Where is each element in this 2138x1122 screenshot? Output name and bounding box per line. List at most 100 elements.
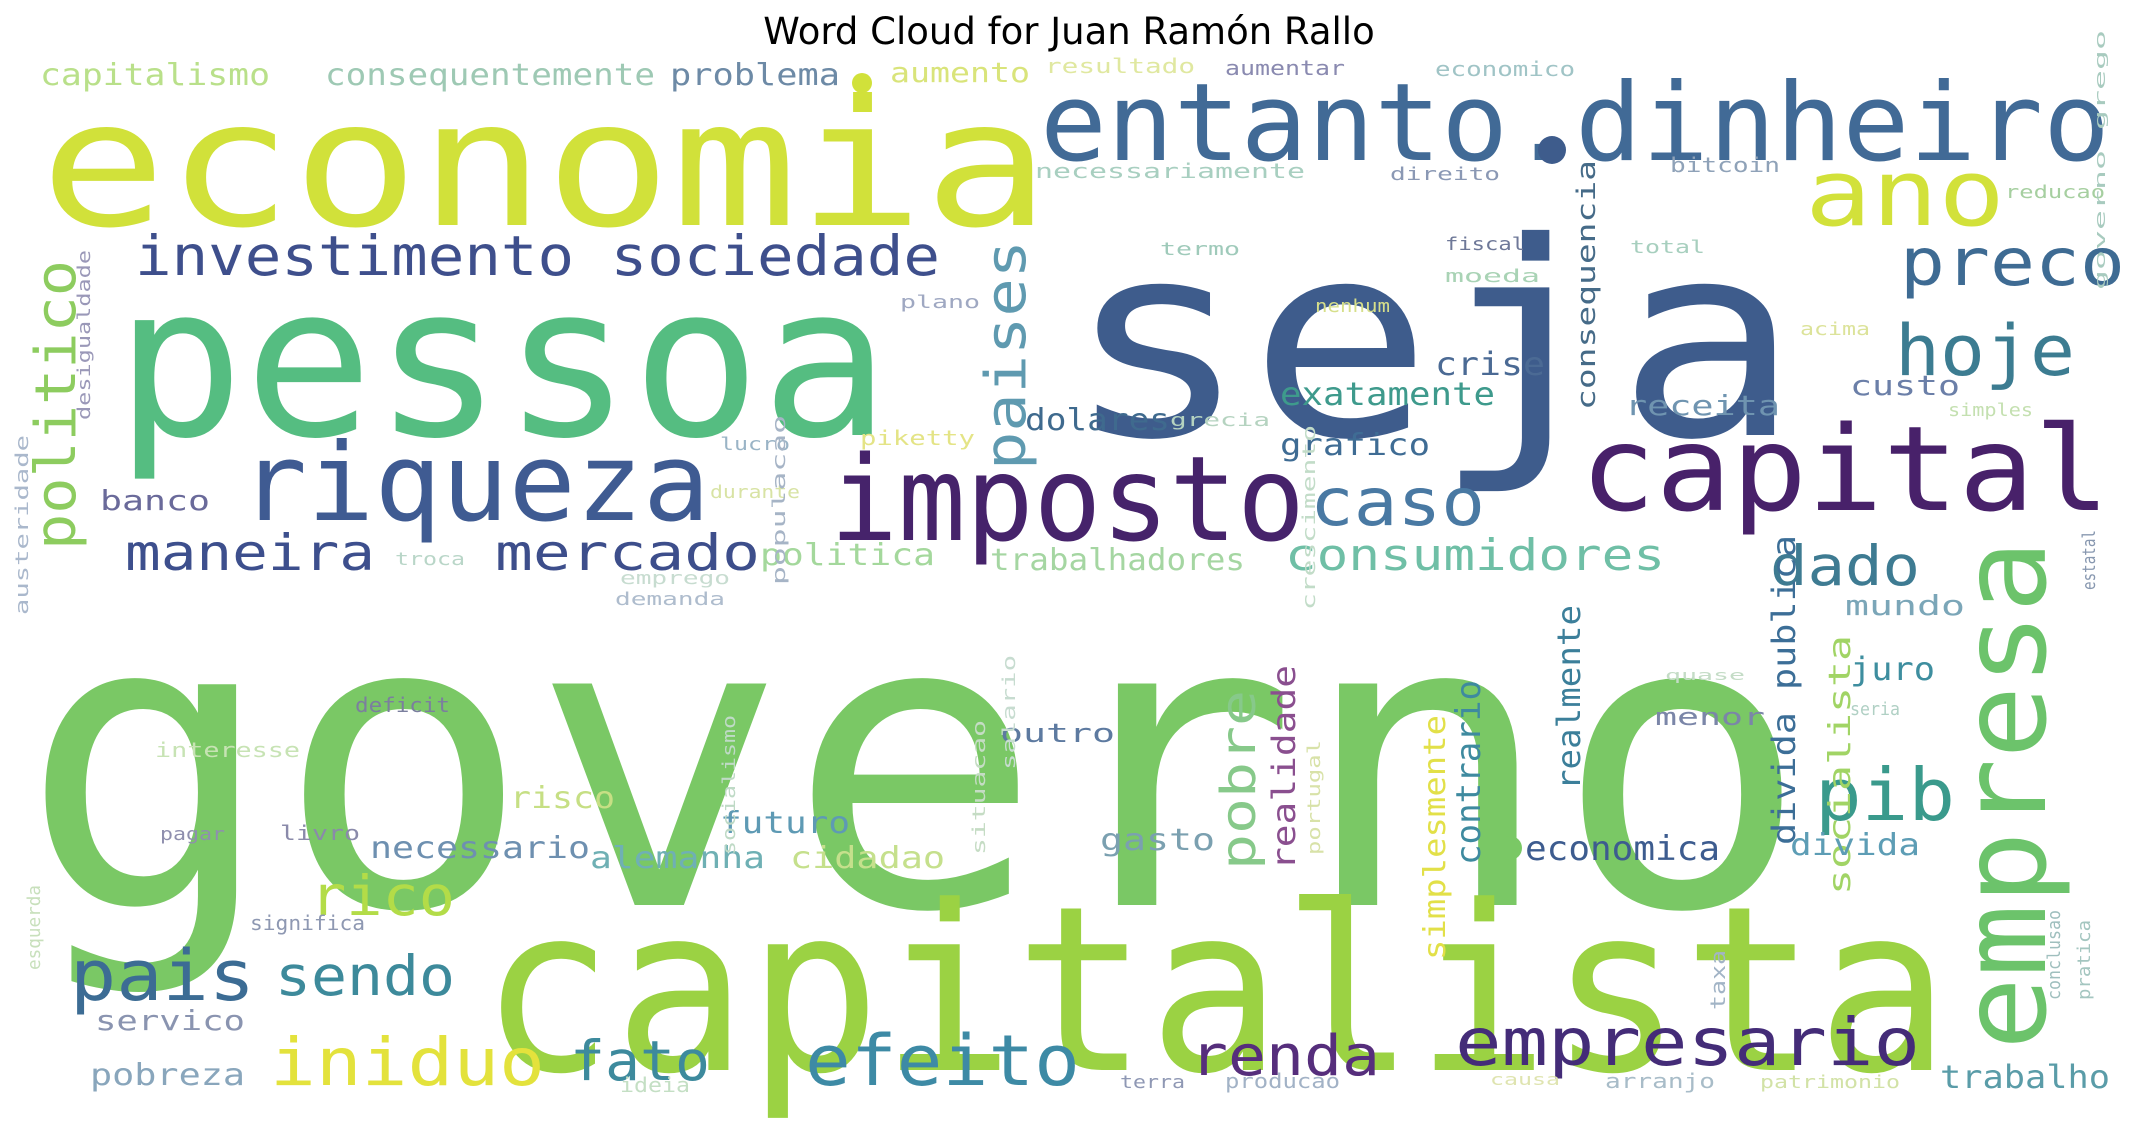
word-exatamente: exatamente	[1280, 375, 1495, 413]
word-deficit: deficit	[355, 693, 450, 717]
word-pib: pib	[1815, 753, 1955, 837]
dot-0	[852, 73, 872, 93]
word-crescimento: crescimento	[1299, 425, 1320, 610]
word-cidadao: cidadao	[790, 841, 945, 876]
word-outro: outro	[1000, 719, 1115, 749]
word-politica: politica	[760, 538, 935, 573]
word-aumento: aumento	[890, 56, 1030, 89]
dot-2	[1498, 836, 1522, 860]
word-capital: capital	[1580, 400, 2110, 538]
word-divida: divida	[1790, 828, 1920, 863]
word-rico: rico	[310, 864, 455, 928]
word-pobreza: pobreza	[90, 1058, 245, 1093]
word-terra: terra	[1120, 1072, 1185, 1093]
word-socialista: socialista	[1823, 635, 1858, 895]
word-risco: risco	[510, 781, 615, 816]
word-consequentemente: consequentemente	[325, 58, 655, 93]
word-banco: banco	[100, 484, 210, 517]
word-receita: receita	[1625, 389, 1780, 422]
word-durante: durante	[710, 482, 800, 503]
dot-1	[1538, 136, 1566, 164]
word-estatal: estatal	[2079, 530, 2100, 590]
word-causa: causa	[1490, 1070, 1560, 1089]
word-realmente: realmente	[1550, 605, 1588, 790]
word-servico: servico	[95, 1004, 245, 1037]
word-significa: significa	[250, 911, 365, 935]
word-dolares: dolares	[1025, 403, 1170, 438]
word-governo: governo	[20, 529, 1810, 1001]
word-governo-grego: governo grego	[2093, 30, 2109, 290]
word-mercado: mercado	[495, 524, 760, 582]
word-pais: pais	[70, 935, 255, 1017]
word-pobre: pobre	[1211, 690, 1267, 870]
word-empresario: empresario	[1455, 1004, 1920, 1081]
word-lucro: lucro	[720, 434, 790, 455]
word-contrario: contrario	[1449, 680, 1489, 865]
word-divida-publica: divida publica	[1765, 535, 1803, 845]
word-resultado: resultado	[1045, 54, 1195, 78]
word-taxa: taxa	[1706, 950, 1730, 1010]
word-economica: economica	[1525, 829, 1720, 869]
word-livro: livro	[280, 821, 360, 845]
word-bitcoin: bitcoin	[1670, 153, 1780, 177]
word-situacao: situacao	[969, 720, 990, 855]
word-iniduo: iniduo	[270, 1024, 545, 1101]
word-austeridade: austeridade	[12, 435, 33, 615]
word-empresa: empresa	[1935, 540, 2073, 1050]
word-alemanha: alemanha	[590, 841, 765, 876]
word-producao: producao	[1225, 1069, 1340, 1093]
word-renda: renda	[1190, 1024, 1380, 1089]
word-simplesmente: simplesmente	[1418, 715, 1453, 960]
word-patrimonio: patrimonio	[1760, 1072, 1900, 1093]
word-direito: direito	[1390, 164, 1500, 185]
word-seja: seja	[1065, 184, 1800, 499]
word-populacao: populacao	[769, 415, 790, 585]
word-consequencia: consequencia	[1572, 160, 1602, 410]
word-imposto: imposto	[830, 430, 1305, 568]
word-maneira: maneira	[125, 524, 375, 582]
word-simples: simples	[1948, 400, 2033, 421]
word-fiscal: fiscal	[1445, 234, 1525, 255]
word-investimento-sociedade: investimento sociedade	[135, 224, 940, 288]
word-quase: quase	[1665, 668, 1745, 684]
word-nenhum: nenhum	[1315, 296, 1390, 317]
word-piketty: piketty	[860, 426, 975, 450]
word-ano: ano	[1805, 140, 2005, 247]
word-crise: crise	[1435, 345, 1545, 383]
word-pagar: pagar	[160, 824, 225, 845]
word-trabalho: trabalho	[1940, 1058, 2110, 1096]
word-moeda: moeda	[1445, 266, 1540, 287]
word-futuro: futuro	[720, 806, 850, 841]
word-troca: troca	[395, 549, 465, 570]
word-caso: caso	[1310, 464, 1485, 541]
word-portugal: portugal	[1304, 740, 1325, 855]
word-total: total	[1630, 237, 1705, 258]
word-plano: plano	[900, 292, 980, 313]
word-arranjo: arranjo	[1605, 1069, 1715, 1093]
word-acima: acima	[1800, 319, 1870, 340]
word-custo: custo	[1850, 369, 1960, 402]
word-paises: paises	[974, 240, 1039, 470]
word-economico: economico	[1435, 57, 1575, 81]
word-capitalista: capitalista	[480, 858, 1950, 1122]
word-mundo: mundo	[1845, 589, 1965, 622]
word-pratica: pratica	[2074, 920, 2095, 1000]
word-realidade: realidade	[1265, 665, 1303, 870]
word-juro: juro	[1850, 650, 1935, 688]
word-sendo: sendo	[275, 944, 455, 1008]
word-consumidores: consumidores	[1285, 530, 1665, 581]
word-demanda: demanda	[615, 589, 725, 610]
word-salario: salario	[999, 655, 1020, 770]
word-conclusao: conclusao	[2044, 910, 2065, 1000]
word-grecia: grecia	[1170, 410, 1270, 431]
word-desigualdade: desigualdade	[74, 250, 95, 420]
word-menor: menor	[1655, 703, 1765, 731]
word-necessario: necessario	[370, 831, 590, 866]
word-grafico: grafico	[1280, 428, 1430, 463]
word-reducao: reducao	[2005, 182, 2105, 203]
word-interesse: interesse	[155, 738, 300, 762]
word-aumentar: aumentar	[1225, 56, 1345, 80]
word-entanto-dinheiro: entanto.dinheiro	[1040, 61, 2110, 186]
word-capitalismo: capitalismo	[40, 58, 270, 93]
